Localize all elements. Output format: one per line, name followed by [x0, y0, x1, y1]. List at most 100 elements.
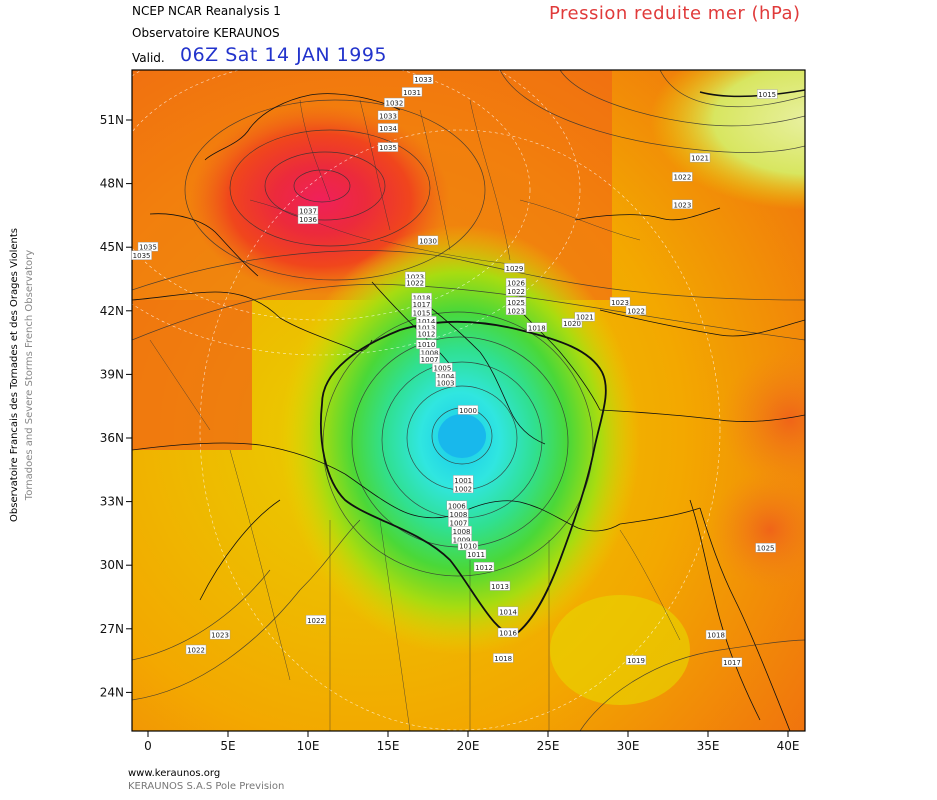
isobar-label: 1035: [377, 142, 399, 152]
isobar-label-text: 1012: [475, 564, 493, 572]
isobar-label-text: 1036: [299, 216, 317, 224]
isobar-label-box: [435, 377, 456, 388]
isobar-label-text: 1008: [449, 511, 467, 519]
isobar-label: 1025: [755, 543, 776, 553]
isobar-label-text: 1023: [611, 299, 629, 307]
isobar-label-text: 1033: [414, 76, 432, 84]
isobar-label: 1035: [131, 250, 152, 260]
isobar-label-text: 1030: [419, 237, 437, 245]
isobar-label-text: 1018: [528, 324, 546, 332]
isobar-label: 1015: [411, 307, 432, 317]
lat-tick-label: 42N: [100, 304, 124, 318]
isobar-1015-north: [699, 89, 805, 98]
isobar-label: 1023: [209, 629, 231, 640]
coastlines: [132, 93, 805, 731]
isobar-label: 1033: [413, 74, 434, 84]
isobar-label-text: 1023: [406, 273, 424, 281]
isobar-label-box: [377, 142, 399, 152]
country-borders: [149, 99, 681, 731]
isobar-label: 1015: [757, 89, 778, 99]
lat-tick-label: 39N: [100, 367, 124, 381]
isobar-label: 1034: [377, 123, 399, 133]
isobar-label-text: 1017: [723, 659, 741, 667]
isobar-label-box: [377, 110, 399, 120]
isobar-1015-bold: [320, 320, 607, 635]
isobar-label-box: [561, 318, 583, 328]
isobar-label-text: 1017: [413, 301, 431, 309]
isobar-label-text: 1018: [707, 632, 725, 640]
isobar-label-box: [416, 328, 437, 339]
isobar-label: 1033: [377, 110, 399, 120]
lon-tick-label: 30E: [617, 739, 640, 753]
isobar-label-text: 1025: [507, 299, 525, 307]
isobar-label-text: 1037: [299, 208, 317, 216]
lon-tick-label: 35E: [697, 739, 720, 753]
isobar-label-text: 1007: [449, 519, 467, 527]
map-fill-layer: [132, 70, 805, 731]
isobar-label-box: [689, 152, 711, 163]
isobar-label-text: 1009: [453, 536, 471, 544]
isobar-label-box: [526, 322, 547, 332]
isobar-label-text: 1032: [385, 100, 403, 108]
isobar-label: 1029: [504, 263, 525, 273]
isobar-label-box: [625, 305, 647, 315]
isobar-label-box: [504, 263, 525, 273]
isobar-label: 1032: [384, 97, 405, 108]
isobar-label: 1005: [432, 362, 453, 373]
isobar-label-box: [413, 74, 434, 84]
isobar-label-box: [574, 311, 595, 322]
isobar-label-text: 1035: [133, 252, 151, 260]
lat-tick-label: 24N: [100, 685, 124, 699]
isobar-label: 1026: [505, 278, 527, 288]
isobar-label: 1022: [505, 286, 527, 296]
isobar-label-text: 1031: [403, 89, 421, 97]
isobar-label: 1016: [497, 627, 519, 638]
isobar-label-text: 1000: [459, 407, 477, 415]
isobar-label-box: [625, 655, 647, 665]
isobar-label-box: [505, 305, 527, 315]
south-yellow-region: [550, 595, 690, 705]
isobar-label: 1017: [721, 657, 743, 667]
isobar-label: 1023: [609, 297, 631, 307]
isobar-label-box: [305, 615, 327, 625]
isobar-label-box: [453, 483, 474, 494]
lat-tick-label: 30N: [100, 558, 124, 572]
isobar-label-box: [465, 549, 487, 559]
lon-tick-label: 0: [144, 739, 152, 753]
isobar-label-text: 1004: [437, 373, 455, 381]
isobar-label-text: 1025: [757, 545, 775, 553]
isobar-label: 1010: [457, 540, 479, 551]
lat-tick-label: 33N: [100, 495, 124, 509]
isobar-label: 1011: [465, 549, 487, 559]
lon-tick-label: 15E: [377, 739, 400, 753]
isobar-label-text: 1019: [627, 657, 645, 665]
isobar-label-box: [457, 405, 479, 415]
isobar-label: 1003: [435, 377, 456, 388]
isobar-label-text: 1023: [507, 307, 525, 315]
isobar-label-text: 1022: [307, 617, 325, 625]
isobar-label-box: [505, 286, 527, 296]
isobar-label-text: 1015: [413, 309, 431, 317]
lat-tick-label: 48N: [100, 177, 124, 191]
isobar-label: 1022: [305, 615, 327, 625]
isobar-labels: 1033103110321033103410351037103610351035…: [131, 74, 778, 667]
isobar-label-text: 1020: [563, 320, 581, 328]
southeast-high-region: [710, 470, 805, 590]
isobar-label: 1023: [672, 199, 693, 209]
isobar-label-text: 1021: [576, 314, 594, 322]
isobar-label: 1021: [574, 311, 595, 322]
isobar-label-box: [755, 543, 776, 553]
isobar-label-box: [131, 250, 152, 260]
isobar-label-text: 1011: [467, 551, 485, 559]
footer-url[interactable]: www.keraunos.org: [128, 768, 221, 779]
isobar-label: 1022: [405, 278, 426, 288]
isobar-label-box: [721, 657, 743, 667]
isobar-label-box: [493, 653, 514, 663]
isobar-label-text: 1035: [139, 244, 157, 252]
lat-tick-label: 45N: [100, 240, 124, 254]
isobar-label: 1018: [705, 629, 727, 640]
isobar-label-text: 1014: [417, 318, 435, 326]
lat-tick-label: 36N: [100, 431, 124, 445]
isobar-label: 1030: [417, 235, 439, 245]
isobar-label: 1008: [448, 509, 469, 519]
